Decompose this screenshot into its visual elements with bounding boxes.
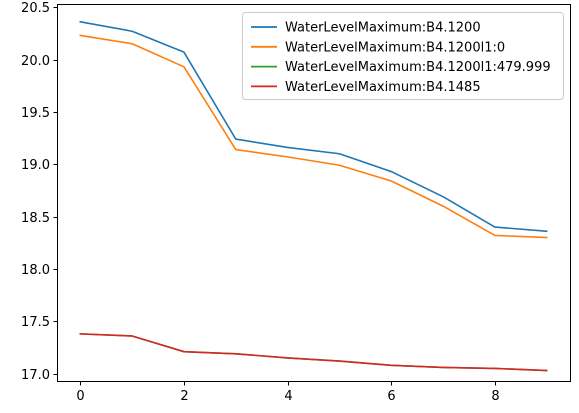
x-tick-label: 2	[180, 389, 188, 404]
legend-label: WaterLevelMaximum:B4.1485	[285, 80, 481, 95]
y-tick-label: 18.5	[21, 211, 50, 226]
y-tick-label: 20.0	[21, 54, 50, 69]
legend: WaterLevelMaximum:B4.1200 WaterLevelMaxim…	[243, 13, 564, 100]
legend-label: WaterLevelMaximum:B4.1200	[285, 21, 481, 36]
x-axis: 0 2 4 6 8	[76, 382, 499, 405]
x-tick-label: 6	[387, 389, 395, 404]
legend-label: WaterLevelMaximum:B4.1200l1:0	[285, 40, 505, 55]
x-tick-label: 8	[491, 389, 499, 404]
x-tick-label: 4	[284, 389, 292, 404]
y-tick-label: 19.0	[21, 158, 50, 173]
y-tick-label: 17.5	[21, 315, 50, 330]
y-tick-label: 18.0	[21, 263, 50, 278]
y-tick-label: 17.0	[21, 368, 50, 383]
x-tick-label: 0	[76, 389, 84, 404]
legend-label: WaterLevelMaximum:B4.1200l1:479.999	[285, 60, 551, 75]
y-tick-label: 19.5	[21, 106, 50, 121]
y-tick-label: 20.5	[21, 1, 50, 16]
y-axis: 17.0 17.5 18.0 18.5 19.0 19.5 20.0 20.5	[21, 1, 57, 383]
